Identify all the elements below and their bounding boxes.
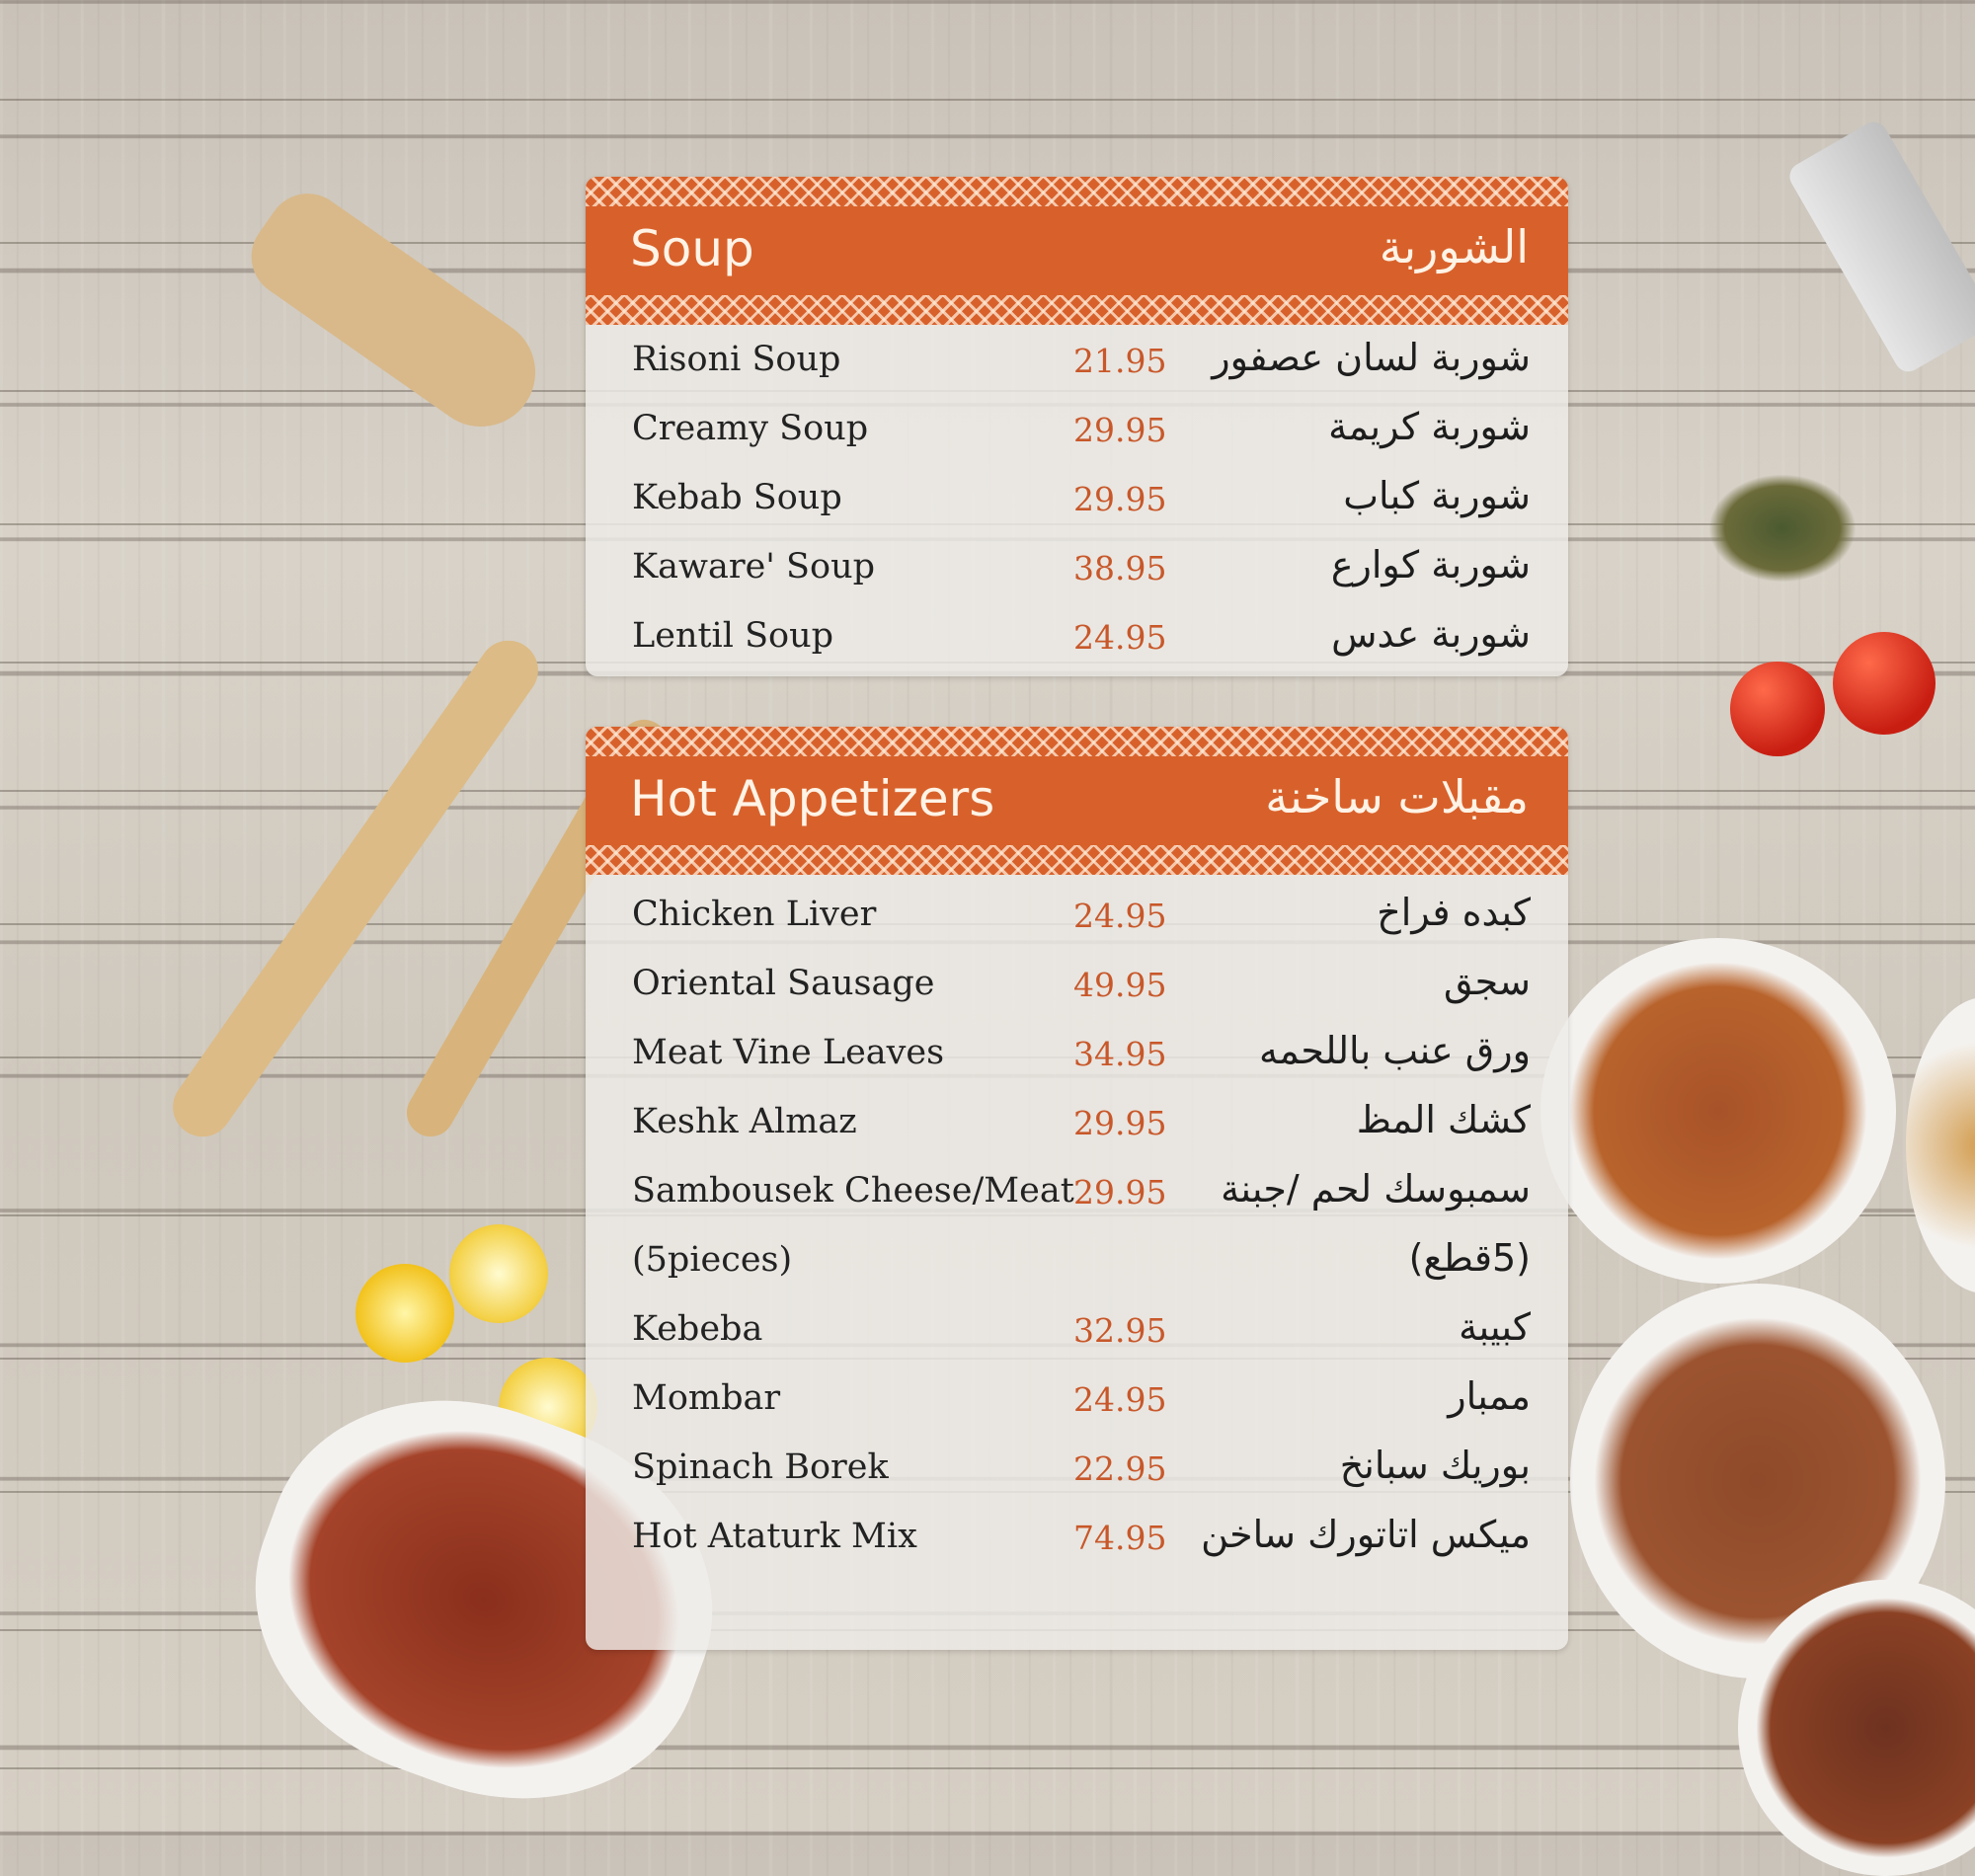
item-name-en: Oriental Sausage bbox=[632, 964, 935, 1003]
herbs-image bbox=[1708, 474, 1856, 583]
item-price: 29.95 bbox=[1073, 411, 1167, 449]
section-title-en: Soup bbox=[630, 220, 754, 277]
section-header: Hot Appetizers مقبلات ساخنة bbox=[586, 727, 1568, 875]
item-name-en: Kaware' Soup bbox=[632, 547, 876, 586]
item-name-en: (5pieces) bbox=[632, 1240, 793, 1280]
menu-item: Kebab Soup 29.95 شوربة كباب bbox=[586, 468, 1568, 537]
item-price: 38.95 bbox=[1073, 549, 1167, 587]
item-name-en: Chicken Liver bbox=[632, 895, 877, 934]
item-name-en: Mombar bbox=[632, 1378, 781, 1418]
item-price: 29.95 bbox=[1073, 1104, 1167, 1142]
item-name-en: Keshk Almaz bbox=[632, 1102, 857, 1141]
item-name-ar: ممبار bbox=[1448, 1374, 1531, 1418]
item-price: 24.95 bbox=[1073, 1380, 1167, 1419]
menu-item: Kaware' Soup 38.95 شوربة كوارع bbox=[586, 537, 1568, 606]
item-name-en: Creamy Soup bbox=[632, 409, 869, 448]
menu-item: Spinach Borek 22.95 بوريك سبانخ bbox=[586, 1438, 1568, 1507]
item-price: 49.95 bbox=[1073, 966, 1167, 1004]
wooden-scoop-image bbox=[235, 177, 557, 448]
pattern-border bbox=[586, 845, 1568, 875]
stew-dish-image bbox=[1738, 1580, 1975, 1876]
item-name-en: Sambousek Cheese/Meat bbox=[632, 1171, 1074, 1211]
item-name-ar: شوربة كريمة bbox=[1328, 405, 1531, 448]
section-title-en: Hot Appetizers bbox=[630, 770, 995, 827]
item-name-en: Kebeba bbox=[632, 1309, 763, 1349]
item-name-en: Spinach Borek bbox=[632, 1447, 889, 1487]
pattern-border bbox=[586, 727, 1568, 756]
plank-line bbox=[0, 99, 1975, 101]
item-name-ar: (5قطع) bbox=[1408, 1236, 1531, 1280]
item-price: 22.95 bbox=[1073, 1449, 1167, 1488]
item-price: 29.95 bbox=[1073, 1173, 1167, 1212]
item-name-ar: ورق عنب باللحمه bbox=[1259, 1029, 1531, 1072]
hot-appetizers-section: Hot Appetizers مقبلات ساخنة Chicken Live… bbox=[586, 727, 1568, 1650]
menu-item: Oriental Sausage 49.95 سجق bbox=[586, 954, 1568, 1023]
salt-shaker-image bbox=[1784, 117, 1975, 377]
kibbeh-dish-image bbox=[1540, 938, 1896, 1284]
tomato-image bbox=[1833, 632, 1936, 735]
item-name-ar: كشك المظ bbox=[1356, 1098, 1531, 1141]
tomato-image bbox=[1730, 662, 1825, 756]
item-name-ar: شوربة عدس bbox=[1331, 612, 1531, 656]
menu-item: Mombar 24.95 ممبار bbox=[586, 1368, 1568, 1438]
pattern-border bbox=[586, 177, 1568, 206]
item-name-ar: شوربة كوارع bbox=[1330, 543, 1531, 586]
item-price: 24.95 bbox=[1073, 897, 1167, 935]
item-name-ar: شوربة كباب bbox=[1343, 474, 1531, 517]
spatula-image bbox=[161, 629, 550, 1148]
item-price: 34.95 bbox=[1073, 1035, 1167, 1073]
sambousek-dish-image bbox=[1906, 997, 1975, 1293]
section-header: Soup الشوربة bbox=[586, 177, 1568, 325]
item-name-ar: سمبوسك لحم /جبنة bbox=[1221, 1167, 1531, 1211]
menu-item: Keshk Almaz 29.95 كشك المظ bbox=[586, 1092, 1568, 1161]
menu-item: Kebeba 32.95 كبيبة bbox=[586, 1299, 1568, 1368]
plank-line bbox=[0, 1767, 1975, 1769]
item-price: 32.95 bbox=[1073, 1311, 1167, 1350]
item-name-en: Meat Vine Leaves bbox=[632, 1033, 945, 1072]
menu-item: Meat Vine Leaves 34.95 ورق عنب باللحمه bbox=[586, 1023, 1568, 1092]
menu-item: Sambousek Cheese/Meat 29.95 سمبوسك لحم /جب… bbox=[586, 1161, 1568, 1230]
menu-item: Hot Ataturk Mix 74.95 ميكس اتاتورك ساخن bbox=[586, 1507, 1568, 1576]
item-price: 74.95 bbox=[1073, 1519, 1167, 1557]
menu-item: Creamy Soup 29.95 شوربة كريمة bbox=[586, 399, 1568, 468]
item-name-ar: كبده فراخ bbox=[1377, 891, 1531, 934]
menu-item: Risoni Soup 21.95 شوربة لسان عصفور bbox=[586, 330, 1568, 399]
item-price: 24.95 bbox=[1073, 618, 1167, 657]
lemon-image bbox=[356, 1264, 454, 1363]
item-name-ar: كبيبة bbox=[1459, 1305, 1531, 1349]
soup-section: Soup الشوربة Risoni Soup 21.95 شوربة لسان … bbox=[586, 177, 1568, 676]
lemon-image bbox=[449, 1224, 548, 1323]
item-price: 21.95 bbox=[1073, 342, 1167, 380]
section-title-ar: الشوربة bbox=[1379, 220, 1529, 274]
item-price: 29.95 bbox=[1073, 480, 1167, 518]
item-name-en: Kebab Soup bbox=[632, 478, 842, 517]
section-title-ar: مقبلات ساخنة bbox=[1265, 770, 1529, 823]
item-name-ar: بوريك سبانخ bbox=[1339, 1444, 1531, 1487]
pattern-border bbox=[586, 295, 1568, 325]
item-name-ar: ميكس اتاتورك ساخن bbox=[1201, 1513, 1531, 1556]
menu-item: Lentil Soup 24.95 شوربة عدس bbox=[586, 606, 1568, 675]
item-name-en: Risoni Soup bbox=[632, 340, 841, 379]
menu-item: Chicken Liver 24.95 كبده فراخ bbox=[586, 885, 1568, 954]
item-name-ar: سجق bbox=[1443, 960, 1531, 1003]
item-name-en: Hot Ataturk Mix bbox=[632, 1517, 917, 1556]
menu-item: (5pieces) (5قطع) bbox=[586, 1230, 1568, 1299]
item-name-ar: شوربة لسان عصفور bbox=[1212, 336, 1531, 379]
item-name-en: Lentil Soup bbox=[632, 616, 834, 656]
